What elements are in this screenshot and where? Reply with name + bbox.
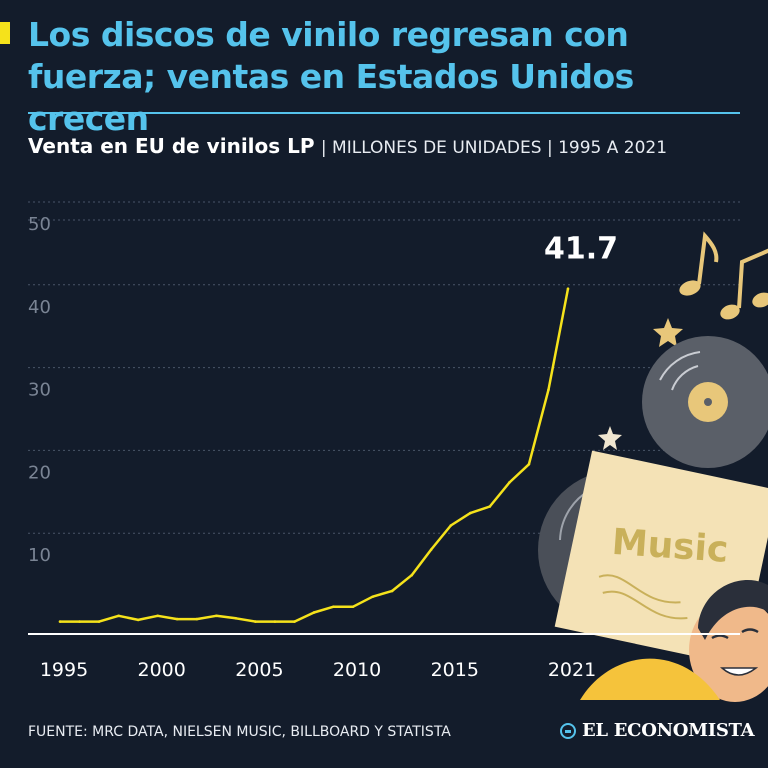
x-tick-label: 2021 [548, 659, 596, 681]
data-point [273, 620, 277, 623]
data-point [449, 524, 453, 527]
y-tick-label: 20 [28, 462, 51, 483]
data-point [175, 617, 179, 621]
x-tick-label: 1995 [40, 659, 88, 681]
double-music-note-icon [720, 248, 768, 320]
data-point [136, 618, 140, 622]
chart-subtitle: Venta en EU de vinilos LP | MILLONES DE … [28, 134, 667, 158]
data-point [410, 573, 413, 577]
title-accent-bar [0, 22, 10, 44]
person-face-icon [580, 579, 768, 702]
y-tick-label: 40 [28, 297, 51, 318]
brand-logo: EL ECONOMISTA [560, 720, 755, 741]
data-point [351, 605, 355, 608]
data-point [371, 595, 374, 599]
data-point [469, 511, 472, 515]
data-point [429, 548, 433, 551]
star-icon [598, 426, 622, 450]
x-tick-label: 2000 [138, 659, 186, 681]
data-point [390, 589, 394, 593]
data-point [547, 388, 550, 392]
y-tick-label: 50 [28, 214, 51, 235]
title-divider [28, 112, 740, 114]
data-point [254, 620, 257, 623]
star-icon [653, 318, 683, 347]
data-point [117, 614, 120, 618]
page-title: Los discos de vinilo regresan con fuerza… [28, 15, 634, 138]
x-tick-label: 2010 [333, 659, 381, 681]
brand-name: EL ECONOMISTA [582, 720, 755, 741]
data-point [97, 620, 101, 623]
data-point [195, 617, 199, 621]
data-point [293, 620, 296, 623]
source-note: FUENTE: MRC DATA, NIELSEN MUSIC, BILLBOA… [28, 724, 451, 740]
series-line [60, 288, 570, 623]
data-point [78, 620, 81, 623]
data-point [312, 611, 316, 614]
y-tick-label: 10 [28, 545, 51, 566]
data-point [527, 462, 531, 466]
vinyl-illustration: Music [538, 231, 768, 702]
data-point [508, 481, 511, 484]
y-tick-label: 30 [28, 380, 51, 401]
data-point [234, 616, 238, 620]
x-tick-label: 2005 [235, 659, 283, 681]
subtitle-main: Venta en EU de vinilos LP [28, 134, 315, 158]
subtitle-units: | MILLONES DE UNIDADES | 1995 A 2021 [320, 138, 668, 158]
vinyl-record-icon [642, 336, 768, 468]
brand-icon [560, 722, 576, 739]
x-tick-label: 2015 [431, 659, 479, 681]
data-point [156, 614, 159, 618]
data-point [332, 605, 335, 608]
music-note-icon [679, 231, 719, 296]
data-point [58, 620, 62, 623]
data-point [215, 614, 218, 618]
data-point [566, 287, 570, 291]
data-point [488, 505, 492, 508]
peak-value-label: 41.7 [544, 232, 618, 267]
album-cover-text: Music [610, 522, 729, 571]
